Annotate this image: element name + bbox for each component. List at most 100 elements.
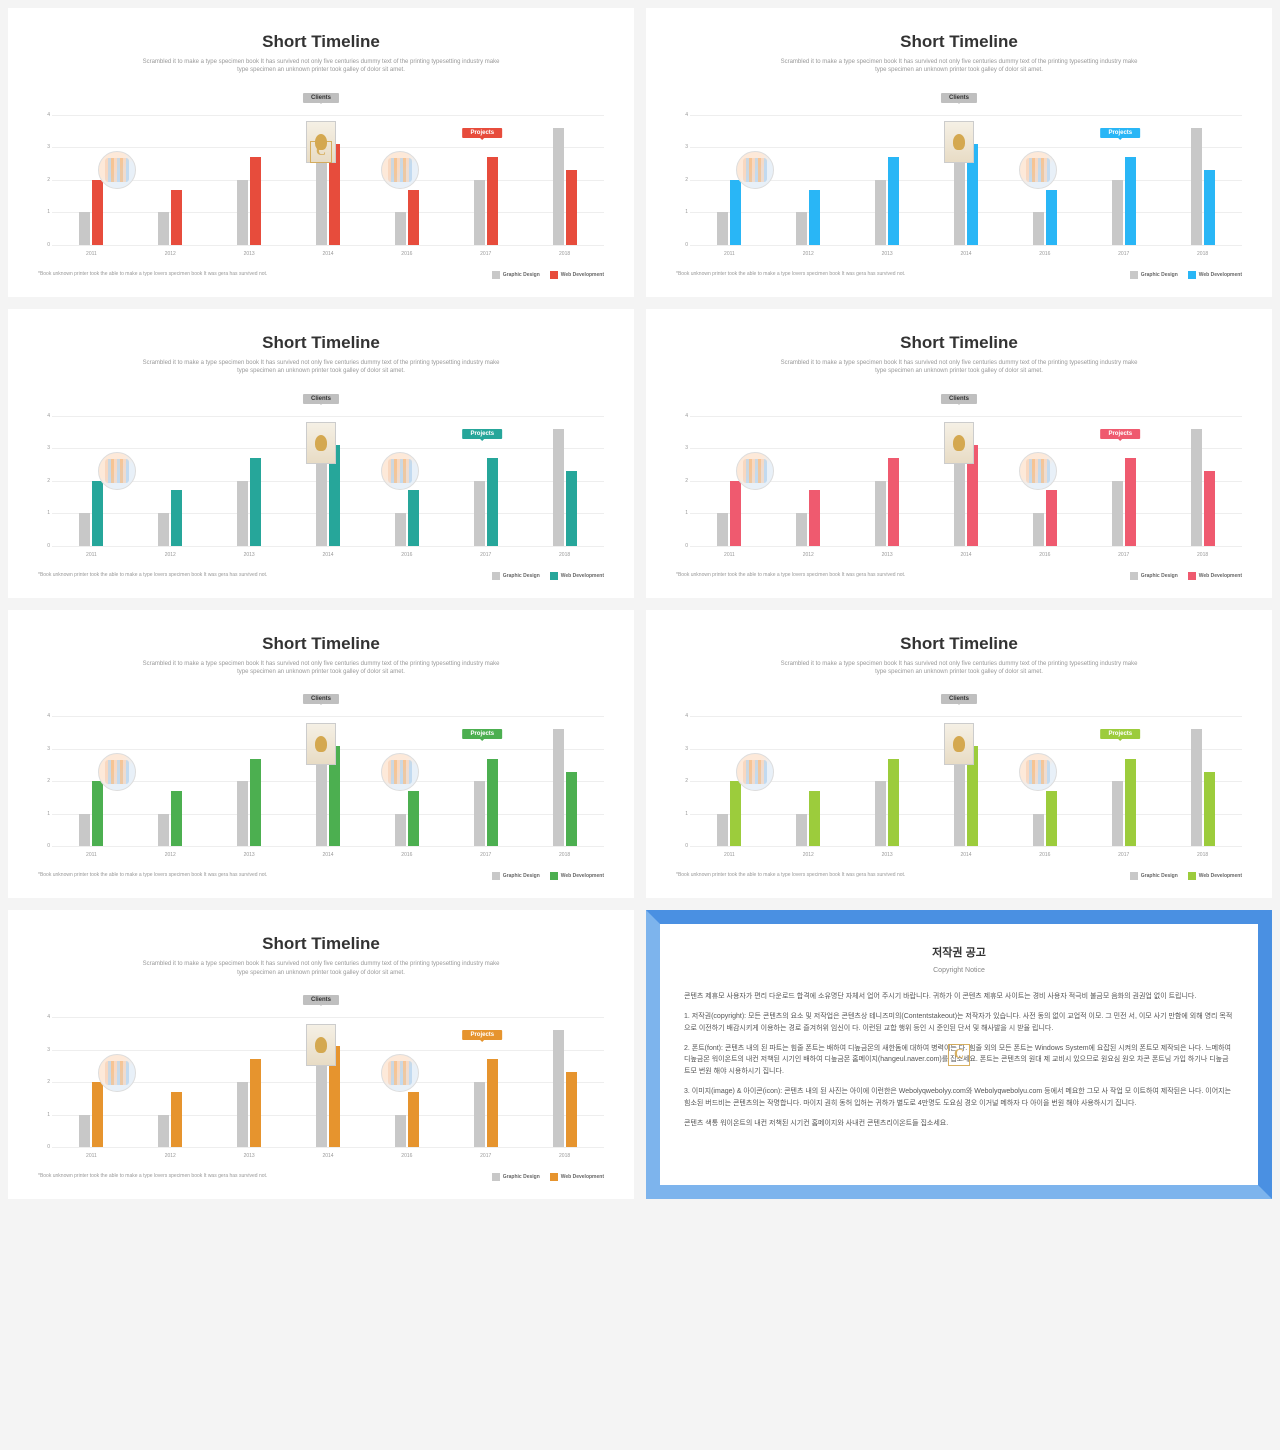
bar-graphic-design — [474, 481, 485, 546]
chart-slide: Short TimelineScrambled it to make a typ… — [646, 610, 1272, 899]
bar-graphic-design — [158, 212, 169, 245]
bar-web-development — [171, 1092, 182, 1147]
bar-web-development — [487, 157, 498, 245]
x-label: 2017 — [1084, 552, 1163, 558]
x-label: 2011 — [52, 552, 131, 558]
bar-web-development — [566, 1072, 577, 1147]
callout-clients: Clients — [303, 694, 339, 704]
chart-title: Short Timeline — [38, 934, 604, 954]
chart-title: Short Timeline — [676, 32, 1242, 52]
overlay-image-circle — [98, 452, 136, 490]
bar-web-development — [730, 481, 741, 546]
x-label: 2011 — [690, 552, 769, 558]
x-label: 2013 — [848, 852, 927, 858]
bar-web-development — [250, 759, 261, 847]
chart-subtitle: Scrambled it to make a type specimen boo… — [779, 359, 1139, 376]
bar-graphic-design — [553, 429, 564, 546]
chart-slide: Short Timeline Scrambled it to make a typ… — [8, 910, 634, 1199]
overlay-image-rect — [944, 121, 974, 163]
bar-graphic-design — [1112, 180, 1123, 245]
x-label: 2013 — [848, 251, 927, 257]
bar-graphic-design — [553, 128, 564, 245]
x-label: 2016 — [1005, 852, 1084, 858]
x-label: 2016 — [367, 251, 446, 257]
chart-area: 01234Projects — [38, 716, 604, 846]
x-label: 2011 — [690, 852, 769, 858]
bar-graphic-design — [395, 212, 406, 245]
overlay-image-circle — [736, 452, 774, 490]
legend-item-graphic: Graphic Design — [492, 872, 540, 880]
legend-item-graphic: Graphic Design — [492, 271, 540, 279]
legend-item-web: Web Development — [550, 872, 604, 880]
bar-graphic-design — [237, 1082, 248, 1147]
overlay-image-rect — [944, 422, 974, 464]
bar-group — [848, 416, 927, 546]
bar-web-development — [171, 791, 182, 846]
callout-projects: Projects — [1100, 128, 1140, 138]
chart-area: 01234Projects — [676, 115, 1242, 245]
chart-title: Short Timeline — [38, 634, 604, 654]
bar-graphic-design — [158, 814, 169, 847]
overlay-image-rect — [944, 723, 974, 765]
x-label: 2013 — [210, 552, 289, 558]
overlay-image-circle — [98, 1054, 136, 1092]
overlay-image-circle — [381, 1054, 419, 1092]
bar-group — [848, 115, 927, 245]
chart-slide: Short TimelineScrambled it to make a typ… — [8, 309, 634, 598]
bar-graphic-design — [875, 180, 886, 245]
bar-graphic-design — [875, 481, 886, 546]
bar-web-development — [408, 1092, 419, 1147]
y-tick: 4 — [685, 112, 688, 118]
x-label: 2016 — [1005, 251, 1084, 257]
footnote: *Book unknown printer took the able to m… — [38, 1173, 267, 1180]
bar-group — [131, 416, 210, 546]
chart-subtitle: Scrambled it to make a type specimen boo… — [141, 359, 501, 376]
legend: Graphic DesignWeb Development — [492, 572, 604, 580]
bar-web-development — [888, 157, 899, 245]
bar-web-development — [566, 170, 577, 245]
x-label: 2016 — [367, 552, 446, 558]
bar-graphic-design — [1033, 814, 1044, 847]
bar-web-development — [250, 458, 261, 546]
x-label: 2017 — [446, 1153, 525, 1159]
bar-group — [1163, 115, 1242, 245]
bar-web-development — [250, 1059, 261, 1147]
bar-web-development — [1046, 490, 1057, 545]
bar-graphic-design — [1112, 481, 1123, 546]
bar-graphic-design — [1033, 513, 1044, 546]
x-label: 2017 — [1084, 251, 1163, 257]
callout-clients: Clients — [303, 394, 339, 404]
notice-title-en: Copyright Notice — [684, 965, 1234, 977]
bar-web-development — [888, 759, 899, 847]
overlay-image-circle — [736, 151, 774, 189]
footnote: *Book unknown printer took the able to m… — [38, 271, 267, 278]
chart-subtitle: Scrambled it to make a type specimen boo… — [141, 960, 501, 977]
overlay-image-circle — [1019, 151, 1057, 189]
chart-slide: Short TimelineScrambled it to make a typ… — [8, 8, 634, 297]
bar-graphic-design — [717, 814, 728, 847]
overlay-image-circle — [381, 452, 419, 490]
chart-title: Short Timeline — [676, 634, 1242, 654]
bar-group — [1163, 716, 1242, 846]
x-label: 2012 — [131, 251, 210, 257]
overlay-image-rect — [306, 121, 336, 163]
bar-group — [769, 716, 848, 846]
bar-graphic-design — [395, 513, 406, 546]
x-label: 2012 — [769, 251, 848, 257]
footnote: *Book unknown printer took the able to m… — [676, 572, 905, 579]
x-label: 2013 — [848, 552, 927, 558]
x-label: 2017 — [1084, 852, 1163, 858]
bar-group — [525, 115, 604, 245]
x-label: 2014 — [927, 251, 1006, 257]
legend: Graphic DesignWeb Development — [492, 1173, 604, 1181]
notice-paragraph: 콘텐츠 색통 워이온트의 내컨 저책된 시기컨 홈메이지와 사내컨 콘텐츠리이온… — [684, 1118, 1234, 1130]
bar-web-development — [888, 458, 899, 546]
x-label: 2013 — [210, 852, 289, 858]
bar-graphic-design — [796, 212, 807, 245]
bar-graphic-design — [158, 1115, 169, 1148]
callout-projects: Projects — [462, 128, 502, 138]
bar-web-development — [92, 180, 103, 245]
bar-web-development — [730, 180, 741, 245]
overlay-image-circle — [381, 151, 419, 189]
bar-graphic-design — [237, 180, 248, 245]
